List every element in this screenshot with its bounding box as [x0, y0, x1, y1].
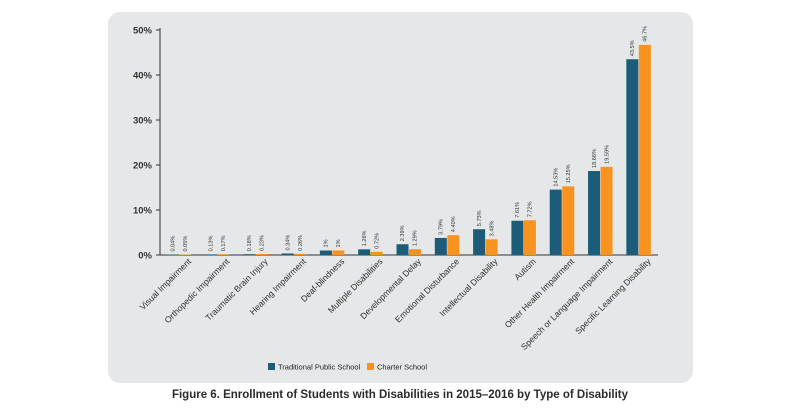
legend-swatch	[268, 363, 275, 370]
bar	[626, 59, 639, 255]
bar	[179, 254, 192, 255]
category-label: Autism	[512, 256, 538, 282]
legend-swatch	[367, 363, 374, 370]
bars	[166, 44, 651, 255]
bar-chart: 0%10%20%30%40%50% 0.04% 0.05% 0.13% 0.17% 0.…	[133, 26, 658, 372]
data-label: 1.29%	[413, 230, 419, 246]
data-label: 7.61%	[515, 202, 521, 218]
data-label: 7.72%	[528, 201, 534, 217]
category-label: Orthopedic Impairment	[162, 256, 231, 325]
bar	[243, 254, 256, 255]
bar	[562, 186, 575, 255]
category-label: Other Health Impairment	[503, 256, 577, 330]
y-tick-label: 30%	[133, 116, 153, 127]
data-label: 1%	[324, 239, 330, 247]
data-label: 0.18%	[247, 235, 253, 251]
data-label: 46.7%	[643, 26, 649, 42]
legend: Traditional Public School Charter School	[268, 363, 427, 372]
y-tick-label: 40%	[133, 71, 153, 82]
bar	[332, 250, 345, 255]
bar	[294, 253, 307, 255]
bar	[511, 220, 524, 255]
data-label: 14.53%	[553, 168, 559, 187]
y-tick-label: 20%	[133, 161, 153, 172]
bar	[319, 250, 332, 255]
data-labels: 0.04% 0.05% 0.13% 0.17% 0.18% 0.23% 0.34% 0.26%…	[170, 26, 648, 252]
figure-caption: Figure 6. Enrollment of Students with Di…	[171, 389, 629, 401]
data-label: 15.25%	[566, 164, 572, 183]
category-label: Emotional Disturbance	[393, 256, 461, 324]
data-label: 43.5%	[630, 40, 636, 56]
data-label: 0.17%	[221, 235, 227, 251]
data-label: 1%	[336, 239, 342, 247]
data-label: 18.66%	[592, 149, 598, 168]
data-label: 0.26%	[298, 235, 304, 251]
bar	[638, 44, 651, 255]
bar	[549, 189, 562, 255]
category-label: Specific Learning Disability	[573, 256, 653, 336]
bar	[409, 249, 421, 255]
bar	[255, 253, 268, 255]
bar	[281, 253, 294, 255]
bar	[473, 229, 486, 255]
data-label: 3.79%	[439, 219, 445, 235]
data-label: 3.48%	[489, 220, 495, 236]
y-tick-label: 50%	[133, 26, 153, 37]
data-label: 0.13%	[209, 236, 215, 252]
bar	[434, 237, 447, 255]
y-tick-label: 0%	[138, 251, 152, 262]
bar	[358, 249, 371, 255]
bar	[166, 254, 179, 255]
data-label: 0.34%	[285, 235, 291, 251]
data-label: 5.73%	[477, 210, 483, 226]
bar	[588, 171, 601, 255]
legend-label: Traditional Public School	[278, 363, 361, 372]
data-label: 0.72%	[374, 233, 380, 249]
data-label: 4.40%	[451, 216, 457, 232]
bar	[447, 235, 460, 255]
legend-label: Charter School	[377, 363, 427, 372]
data-label: 19.59%	[604, 145, 610, 164]
bar	[370, 251, 383, 255]
data-label: 0.23%	[260, 235, 266, 251]
data-label: 1.26%	[362, 230, 368, 246]
data-label: 0.04%	[170, 236, 176, 252]
bar	[485, 239, 498, 255]
bar	[396, 244, 409, 255]
bar	[217, 254, 230, 255]
data-label: 2.39%	[400, 225, 406, 241]
data-label: 0.05%	[183, 236, 189, 252]
bar	[600, 166, 613, 255]
bar	[204, 254, 217, 255]
bar	[523, 220, 536, 255]
y-tick-label: 10%	[133, 206, 153, 217]
axes: 0% 10% 20% 30% 40% 50%	[133, 26, 658, 262]
